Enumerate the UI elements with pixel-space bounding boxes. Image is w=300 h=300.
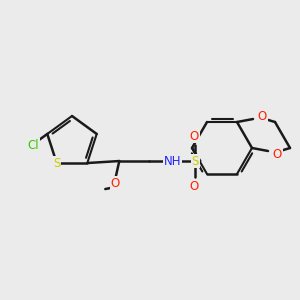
Text: S: S [53,157,60,169]
Text: Cl: Cl [27,139,39,152]
Text: S: S [192,154,199,167]
Text: O: O [272,148,282,160]
Text: NH: NH [164,154,181,167]
Text: O: O [190,130,199,142]
Text: O: O [111,176,120,190]
Text: O: O [257,110,267,122]
Text: O: O [190,179,199,193]
